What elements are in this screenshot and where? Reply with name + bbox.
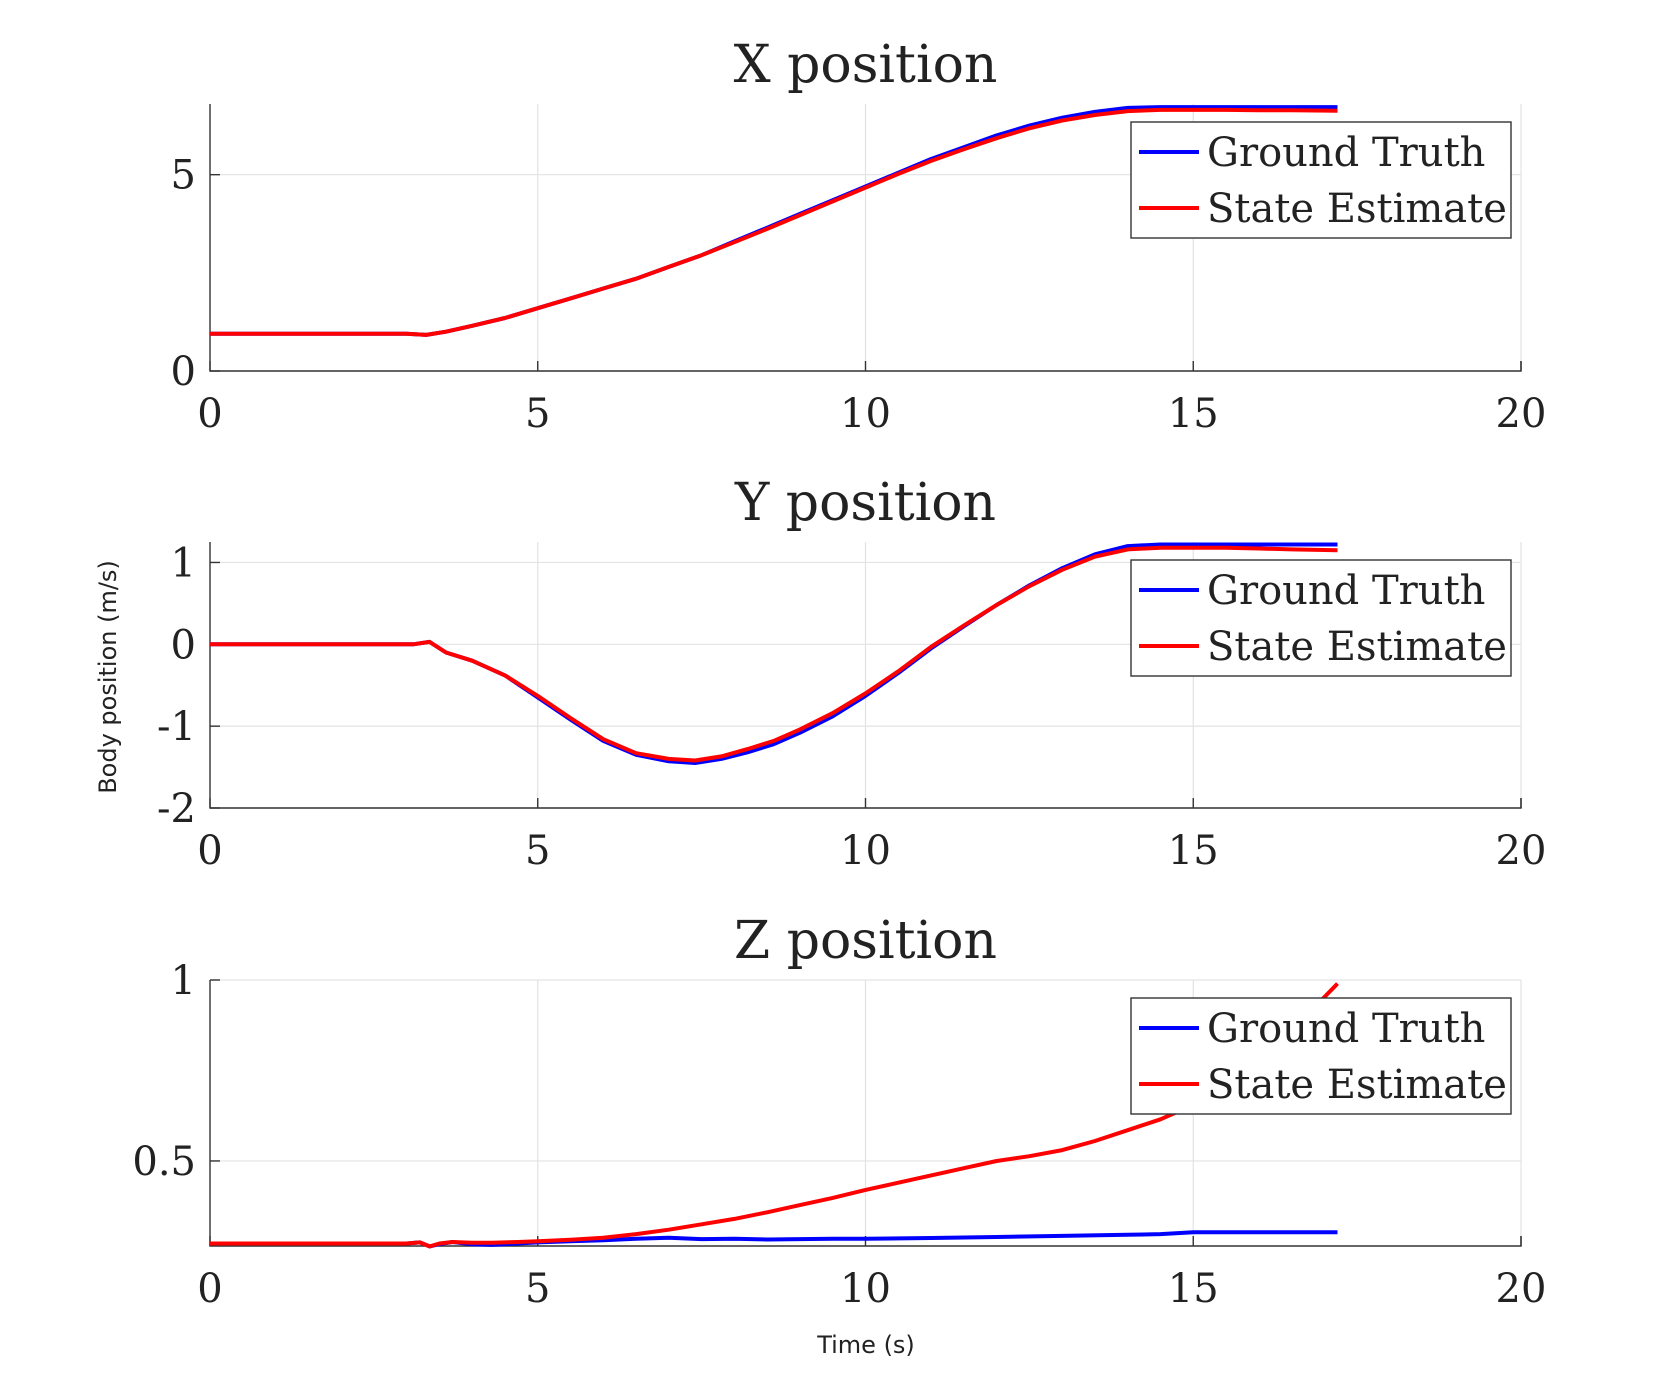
x-tick-label: 0: [197, 391, 222, 437]
x-tick-label: 15: [1168, 391, 1219, 437]
x-tick-label: 20: [1496, 828, 1547, 874]
series-line-state-estimate: [210, 107, 1338, 337]
x-tick-label: 5: [525, 828, 550, 874]
y-tick-label: 5: [171, 153, 196, 199]
legend-box: [1130, 559, 1512, 677]
x-tick-label: 15: [1168, 1266, 1219, 1312]
subplot-3: 0 5 10 15 20 0.5 1 Z position Ground Truth State …: [132, 911, 1546, 1312]
legend-label: State Estimate: [1207, 1062, 1507, 1108]
x-tick-label: 0: [197, 828, 222, 874]
x-tick-label: 5: [525, 391, 550, 437]
subplot-2: 0 5 10 15 20 -2 -1 0 1 Y position Ground Truth Stat…: [157, 473, 1546, 874]
y-tick-label: 1: [171, 958, 196, 1004]
legend-label: State Estimate: [1207, 186, 1507, 232]
figure-ylabel: Body position (m/s): [94, 560, 122, 794]
y-tick-label: 0: [171, 622, 196, 668]
x-tick-label: 10: [840, 1266, 891, 1312]
y-tick-label: -2: [157, 786, 196, 832]
legend-box: [1130, 997, 1512, 1115]
legend: Ground Truth State Estimate: [1130, 997, 1512, 1115]
y-tick-label: 0.5: [132, 1139, 196, 1185]
legend-box: [1130, 121, 1512, 239]
legend-label: Ground Truth: [1207, 1006, 1485, 1052]
legend-label: State Estimate: [1207, 624, 1507, 670]
legend: Ground Truth State Estimate: [1130, 121, 1512, 239]
x-tick-label: 15: [1168, 828, 1219, 874]
subplot-title: Z position: [734, 911, 997, 971]
x-tick-label: 5: [525, 1266, 550, 1312]
series-line-state-estimate: [210, 545, 1338, 763]
y-tick-label: -1: [157, 704, 196, 750]
x-tick-label: 10: [840, 391, 891, 437]
subplot-title: Y position: [734, 473, 996, 533]
legend: Ground Truth State Estimate: [1130, 559, 1512, 677]
x-tick-label: 20: [1496, 1266, 1547, 1312]
legend-label: Ground Truth: [1207, 568, 1485, 614]
legend-label: Ground Truth: [1207, 130, 1485, 176]
y-tick-label: 0: [171, 349, 196, 395]
y-tick-label: 1: [171, 540, 196, 586]
x-tick-label: 10: [840, 828, 891, 874]
x-tick-label: 0: [197, 1266, 222, 1312]
subplot-1: 0 5 10 15 20 0 5 X position Ground Truth State Es…: [171, 35, 1547, 437]
series-line-state-estimate: [210, 982, 1339, 1249]
x-tick-label: 20: [1496, 391, 1547, 437]
figure-xlabel: Time (s): [816, 1331, 915, 1359]
subplot-title: X position: [734, 35, 998, 95]
